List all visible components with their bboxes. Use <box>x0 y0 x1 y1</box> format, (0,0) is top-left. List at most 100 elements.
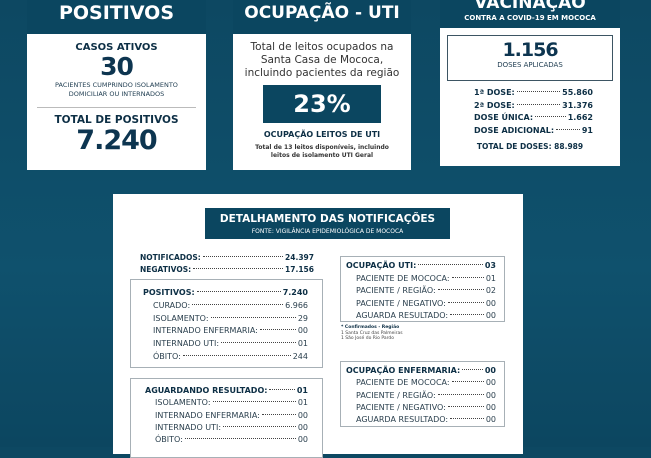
list-row: PACIENTE DE MOCOCA: 01 <box>346 273 496 286</box>
row-value: 244 <box>292 351 308 361</box>
row-value: 00 <box>297 410 308 420</box>
list-row: INTERNADO UTI: 00 <box>145 422 308 434</box>
value: 17.156 <box>285 265 314 274</box>
row-value: 00 <box>485 378 496 388</box>
row-value: 00 <box>485 390 496 400</box>
list-row: PACIENTE / NEGATIVO: 00 <box>346 402 496 414</box>
row-value: 7.240 <box>282 288 308 297</box>
uti-panel: OCUPAÇÃO - UTI Total de leitos ocupados … <box>233 0 411 170</box>
dose-value: 31.376 <box>562 100 593 110</box>
row-value: 00 <box>485 415 496 425</box>
row-value: 00 <box>485 298 496 308</box>
list-row: INTERNADO UTI: 01 <box>143 338 308 351</box>
dot-leader <box>462 369 483 370</box>
doses-label: DOSES APLICADAS <box>497 61 563 69</box>
row-label: INTERNADO ENFERMARIA: <box>155 410 260 420</box>
row-label: PACIENTE / NEGATIVO: <box>356 298 446 308</box>
dot-leader <box>535 116 566 117</box>
uti-title: OCUPAÇÃO - UTI <box>233 0 411 34</box>
dot-leader <box>418 264 483 265</box>
row-label: ISOLAMENTO: <box>153 313 209 323</box>
list-row: ÓBITO: 244 <box>143 351 308 364</box>
row-label: PACIENTE DE MOCOCA: <box>356 273 450 283</box>
value: 24.397 <box>285 253 314 262</box>
dot-leader <box>556 128 580 130</box>
list-row: CURADO: 6.966 <box>143 300 308 313</box>
row-label: AGUARDANDO RESULTADO: <box>145 386 268 395</box>
ocupacao-uti-box: OCUPAÇÃO UTI: 03 PACIENTE DE MOCOCA: 01 PACI… <box>340 256 505 322</box>
row-label: INTERNADO UTI: <box>153 339 220 349</box>
row-label: PACIENTE / NEGATIVO: <box>356 402 446 412</box>
row-value: 00 <box>485 402 496 412</box>
row-value: 03 <box>484 261 496 270</box>
row-label: INTERNADO ENFERMARIA: <box>153 326 258 336</box>
doses-list: 1ª DOSE: 55.860 2ª DOSE: 31.376 DOSE ÚNICA: 1… <box>447 81 613 137</box>
note-line: Total de 13 leitos disponíveis, incluind… <box>255 144 389 151</box>
list-row: POSITIVOS: 7.240 <box>143 287 308 300</box>
dose-row: 2ª DOSE: 31.376 <box>474 100 593 113</box>
dot-leader <box>261 413 296 415</box>
list-row: PACIENTE DE MOCOCA: 00 <box>346 377 496 389</box>
total-positivos-value: 7.240 <box>76 125 157 156</box>
dose-row: DOSE ADICIONAL: 91 <box>474 125 593 138</box>
dose-label: 2ª DOSE: <box>474 100 515 110</box>
total-positivos-label: TOTAL DE POSITIVOS <box>54 114 179 126</box>
list-row: ÓBITO: 00 <box>145 434 308 446</box>
row-label: POSITIVOS: <box>143 288 195 297</box>
list-row: AGUARDA RESULTADO: 00 <box>346 310 496 323</box>
dot-leader <box>447 301 484 303</box>
list-row: INTERNADO ENFERMARIA: 00 <box>143 325 308 338</box>
row-value: 29 <box>297 313 308 323</box>
confirmados-note: * Confirmados - Região 1 Santa Cruz das … <box>341 325 403 342</box>
uti-percent: 23% <box>263 85 381 123</box>
dot-leader <box>210 316 296 318</box>
list-row: PACIENTE / REGIÃO: 02 <box>346 285 496 298</box>
uti-note: Total de 13 leitos disponíveis, incluind… <box>239 144 405 160</box>
dose-label: 1ª DOSE: <box>474 88 515 97</box>
dot-leader <box>450 418 484 420</box>
dose-value: 55.860 <box>562 88 593 97</box>
row-label: CURADO: <box>153 300 191 310</box>
row-value: 00 <box>485 311 496 320</box>
positivos-box: POSITIVOS: 7.240 CURADO: 6.966 ISOLAMENTO: 29… <box>130 279 323 368</box>
dot-leader <box>437 289 484 290</box>
list-row: OCUPAÇÃO UTI: 03 <box>346 260 496 273</box>
casos-ativos-label: CASOS ATIVOS <box>75 42 158 53</box>
divider <box>37 107 196 108</box>
notificados-row: NOTIFICADOS: 24.397 <box>140 252 314 264</box>
dot-leader <box>450 314 484 315</box>
dose-label: DOSE ADICIONAL: <box>474 125 555 135</box>
desc-line: PACIENTES CUMPRINDO ISOLAMENTO <box>55 81 178 89</box>
row-label: AGUARDA RESULTADO: <box>356 311 449 320</box>
dot-leader <box>184 438 296 440</box>
confirmados-line: 1 Santa Cruz das Palmeiras <box>341 330 403 336</box>
doses-value: 1.156 <box>502 39 558 61</box>
confirmados-line: 1 São José do Rio Pardo <box>341 336 394 341</box>
list-row: PACIENTE / REGIÃO: 00 <box>346 390 496 402</box>
row-label: AGUARDA RESULTADO: <box>356 415 449 425</box>
row-value: 00 <box>297 435 308 445</box>
list-row: ISOLAMENTO: 01 <box>145 397 308 409</box>
row-label: ÓBITO: <box>153 351 181 361</box>
row-label: OCUPAÇÃO UTI: <box>346 261 417 270</box>
row-value: 6.966 <box>285 300 308 310</box>
list-row: INTERNADO ENFERMARIA: 00 <box>145 410 308 422</box>
dot-leader <box>192 303 284 305</box>
label: NEGATIVOS: <box>140 265 192 274</box>
row-value: 00 <box>484 366 496 375</box>
dose-value: 91 <box>581 125 593 135</box>
row-label: PACIENTE / REGIÃO: <box>356 286 436 295</box>
list-row: ISOLAMENTO: 29 <box>143 313 308 326</box>
dot-leader <box>212 401 296 403</box>
positivos-title: POSITIVOS <box>27 0 206 34</box>
total-doses: TOTAL DE DOSES: 88.989 <box>476 142 584 151</box>
desc-line: DOMICILIAR OU INTERNADOS <box>68 90 165 98</box>
ocupacao-enfermaria-box: OCUPAÇÃO ENFERMARIA: 00 PACIENTE DE MOCOCA… <box>340 361 505 427</box>
list-row: AGUARDANDO RESULTADO: 01 <box>145 385 308 397</box>
uti-label: OCUPAÇÃO LEITOS DE UTI <box>263 130 381 139</box>
positivos-panel: POSITIVOS CASOS ATIVOS 30 PACIENTES CUMP… <box>27 0 206 170</box>
dot-leader <box>447 405 484 407</box>
uti-desc: Total de leitos ocupados na <box>250 41 394 53</box>
row-value: 01 <box>297 398 308 408</box>
vacinacao-subtitle: CONTRA A COVID-19 EM MOCOCA <box>464 14 596 22</box>
